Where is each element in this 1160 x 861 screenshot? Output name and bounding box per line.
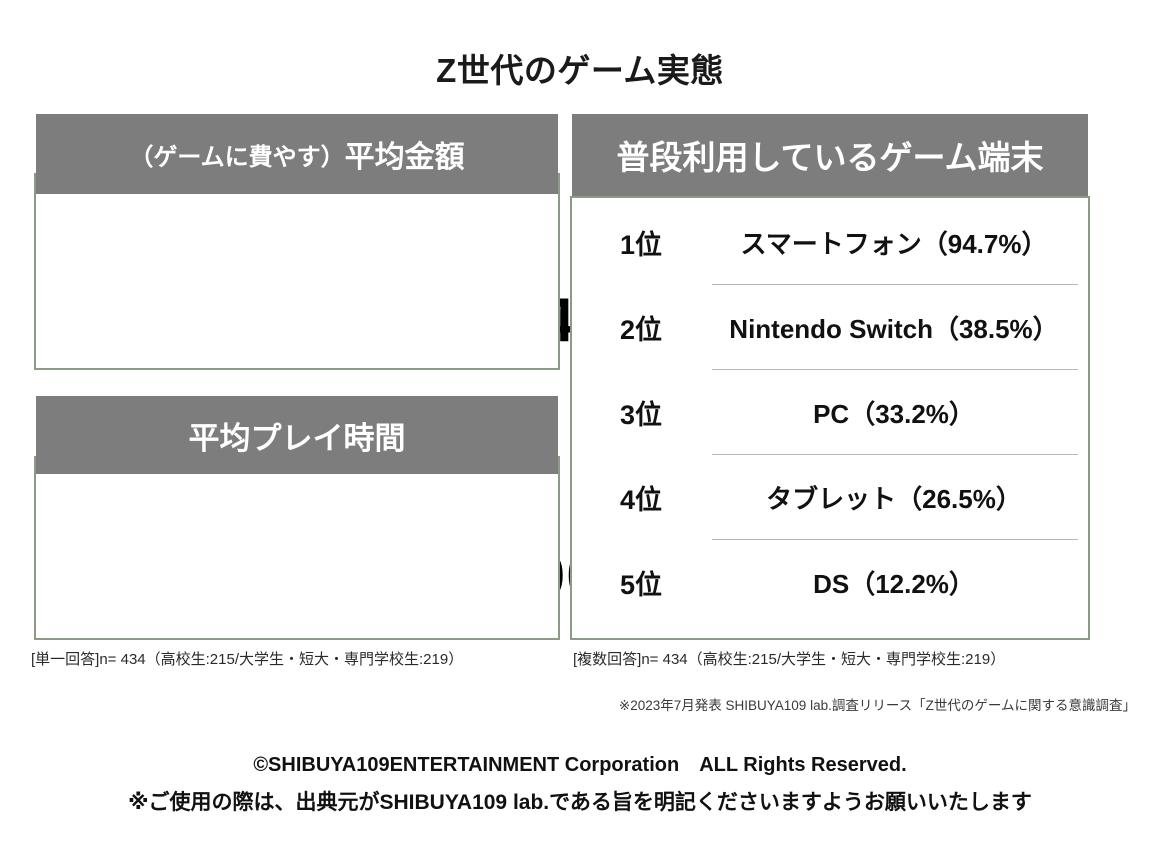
footnote-right-sample: [複数回答]n= 434（高校生:215/大学生・短大・専門学校生:219） bbox=[573, 651, 1006, 668]
ranking-separator bbox=[712, 454, 1078, 455]
ranking-label: DS（12.2%） bbox=[813, 569, 975, 599]
ranking-label: Nintendo Switch（38.5%） bbox=[729, 314, 1059, 344]
ranking-position: 5位 bbox=[619, 570, 663, 600]
ranking-position: 2位 bbox=[619, 315, 663, 345]
ranking-row: 5位 DS（12.2%） bbox=[570, 540, 1090, 625]
ranking-row: 4位 タブレット（26.5%） bbox=[570, 455, 1090, 540]
average-playtime-panel-body bbox=[34, 456, 560, 640]
usage-notice-line: ※ご使用の際は、出典元がSHIBUYA109 lab.である旨を明記くださいます… bbox=[128, 791, 1032, 814]
ranking-separator bbox=[712, 284, 1078, 285]
ranking-label: タブレット（26.5%） bbox=[766, 484, 1022, 514]
ranking-row: 1位 スマートフォン（94.7%） bbox=[570, 200, 1090, 285]
footnote-left-sample: [単一回答]n= 434（高校生:215/大学生・短大・専門学校生:219） bbox=[31, 651, 464, 668]
average-amount-header-paren: （ゲームに費やす） bbox=[129, 143, 345, 171]
ranking-label: PC（33.2%） bbox=[813, 399, 975, 429]
ranking-row: 2位 Nintendo Switch（38.5%） bbox=[570, 285, 1090, 370]
ranking-position: 4位 bbox=[619, 485, 663, 515]
ranking-label: スマートフォン（94.7%） bbox=[740, 229, 1048, 259]
ranking-position: 1位 bbox=[619, 230, 663, 260]
device-ranking-list: 1位 スマートフォン（94.7%） 2位 Nintendo Switch（38.… bbox=[570, 200, 1090, 640]
device-ranking-panel-header: 普段利用しているゲーム端末 bbox=[572, 114, 1088, 196]
ranking-row: 3位 PC（33.2%） bbox=[570, 370, 1090, 455]
ranking-separator bbox=[712, 539, 1078, 540]
page-title: Z世代のゲーム実態 bbox=[436, 52, 724, 89]
average-playtime-panel-header: 平均プレイ時間 bbox=[36, 396, 558, 474]
device-ranking-panel-body bbox=[570, 196, 1090, 640]
average-amount-panel-header: （ゲームに費やす） 平均金額 bbox=[36, 114, 558, 194]
ranking-position: 3位 bbox=[619, 400, 663, 430]
average-amount-header-main: 平均金額 bbox=[344, 141, 465, 174]
average-amount-panel-body bbox=[34, 173, 560, 370]
copyright-line: ©SHIBUYA109ENTERTAINMENT Corporation ALL… bbox=[253, 754, 907, 776]
ranking-separator bbox=[712, 369, 1078, 370]
footnote-source: ※2023年7月発表 SHIBUYA109 lab.調査リリース「Z世代のゲーム… bbox=[618, 698, 1136, 713]
